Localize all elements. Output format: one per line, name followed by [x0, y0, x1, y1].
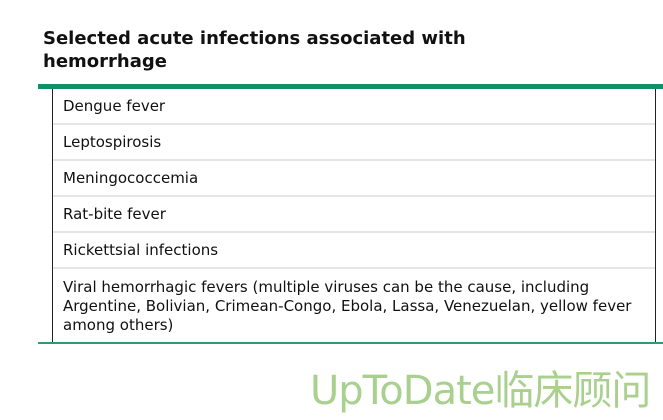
table-row: Meningococcemia [53, 161, 655, 197]
header-divider [38, 84, 663, 89]
table-row: Rat-bite fever [53, 197, 655, 233]
infections-table: Dengue fever Leptospirosis Meningococcem… [52, 89, 656, 342]
table-row: Dengue fever [53, 89, 655, 125]
table-row: Viral hemorrhagic fevers (multiple virus… [63, 278, 632, 334]
page-title: Selected acute infections associated wit… [43, 28, 466, 72]
footer-divider [38, 342, 663, 344]
watermark: UpToDate临床顾问 [310, 368, 651, 414]
table-row: Rickettsial infections [53, 233, 655, 269]
table-row: Leptospirosis [53, 125, 655, 161]
